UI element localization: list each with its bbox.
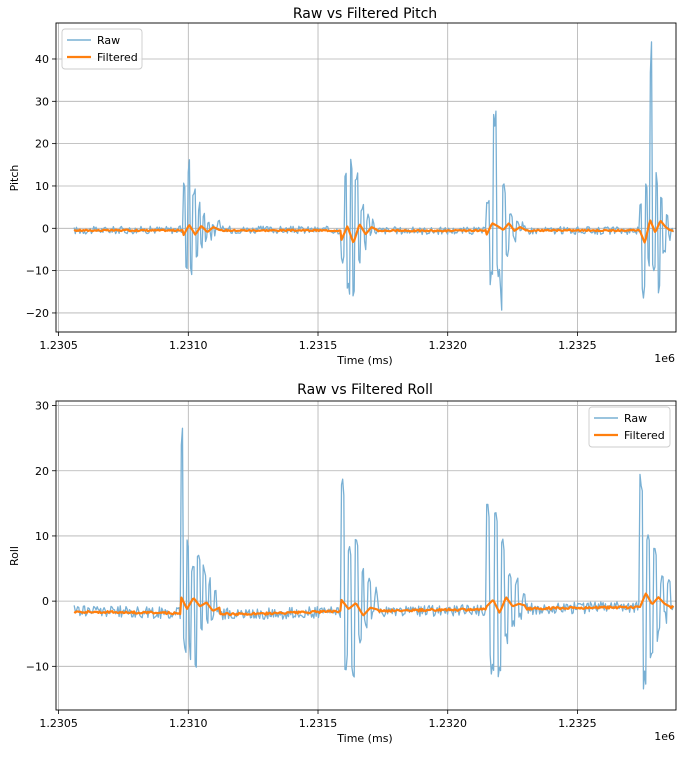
- pitch-x-tick-label: 1.2315: [299, 339, 338, 352]
- roll-y-tick-label: 30: [35, 400, 49, 413]
- pitch-y-tick-label: 0: [42, 222, 49, 235]
- pitch-y-tick-label: 20: [35, 138, 49, 151]
- roll-chart: Raw vs Filtered Roll 1.2305 1.2310 1.2315 1…: [8, 382, 677, 745]
- pitch-raw-series-line: [73, 41, 675, 311]
- roll-x-tick-label: 1.2320: [428, 717, 467, 730]
- roll-y-tick-label: −10: [26, 660, 49, 673]
- pitch-x-axis-label: Time (ms): [336, 354, 392, 367]
- pitch-chart-title: Raw vs Filtered Pitch: [293, 6, 437, 22]
- pitch-legend-box: [61, 28, 143, 70]
- pitch-y-tick-label: 10: [35, 180, 49, 193]
- pitch-x-tick-label: 1.2325: [558, 339, 597, 352]
- pitch-y-axis-label: Pitch: [8, 165, 21, 192]
- pitch-chart: Raw vs Filtered Pitch 1.2305 1.2310 1.2315…: [8, 6, 677, 367]
- roll-x-axis-label: Time (ms): [336, 732, 392, 745]
- pitch-filtered-series-line: [73, 219, 674, 244]
- roll-y-tick-label: 10: [35, 530, 49, 543]
- roll-y-tick-label: 0: [42, 595, 49, 608]
- roll-x-tick-label: 1.2325: [558, 717, 597, 730]
- pitch-x-tick-label: 1.2305: [39, 339, 78, 352]
- pitch-legend-raw-label: Raw: [97, 34, 120, 47]
- pitch-legend-filtered-label: Filtered: [97, 51, 138, 64]
- roll-plot-frame: [55, 400, 677, 711]
- pitch-y-tick-label: −20: [26, 307, 49, 320]
- pitch-y-tick-label: 40: [35, 53, 49, 66]
- roll-legend: Raw Filtered: [588, 406, 671, 448]
- pitch-x-tick-label: 1.2320: [428, 339, 467, 352]
- roll-raw-series-line: [73, 427, 675, 690]
- roll-legend-filtered-label: Filtered: [624, 429, 665, 442]
- roll-x-tick-label: 1.2305: [39, 717, 78, 730]
- roll-x-offset-label: 1e6: [654, 730, 675, 743]
- roll-legend-box: [588, 406, 671, 448]
- roll-x-tick-label: 1.2310: [169, 717, 208, 730]
- pitch-plot-frame: [55, 22, 677, 333]
- pitch-y-tick-label: −10: [26, 265, 49, 278]
- roll-y-tick-label: 20: [35, 465, 49, 478]
- pitch-y-tick-label: 30: [35, 95, 49, 108]
- pitch-x-offset-label: 1e6: [654, 352, 675, 365]
- roll-y-axis-label: Roll: [8, 546, 21, 566]
- pitch-x-tick-label: 1.2310: [169, 339, 208, 352]
- roll-x-tick-label: 1.2315: [299, 717, 338, 730]
- roll-filtered-series-line: [73, 592, 675, 617]
- pitch-legend: Raw Filtered: [61, 28, 143, 70]
- roll-chart-title: Raw vs Filtered Roll: [297, 382, 433, 398]
- roll-legend-raw-label: Raw: [624, 412, 647, 425]
